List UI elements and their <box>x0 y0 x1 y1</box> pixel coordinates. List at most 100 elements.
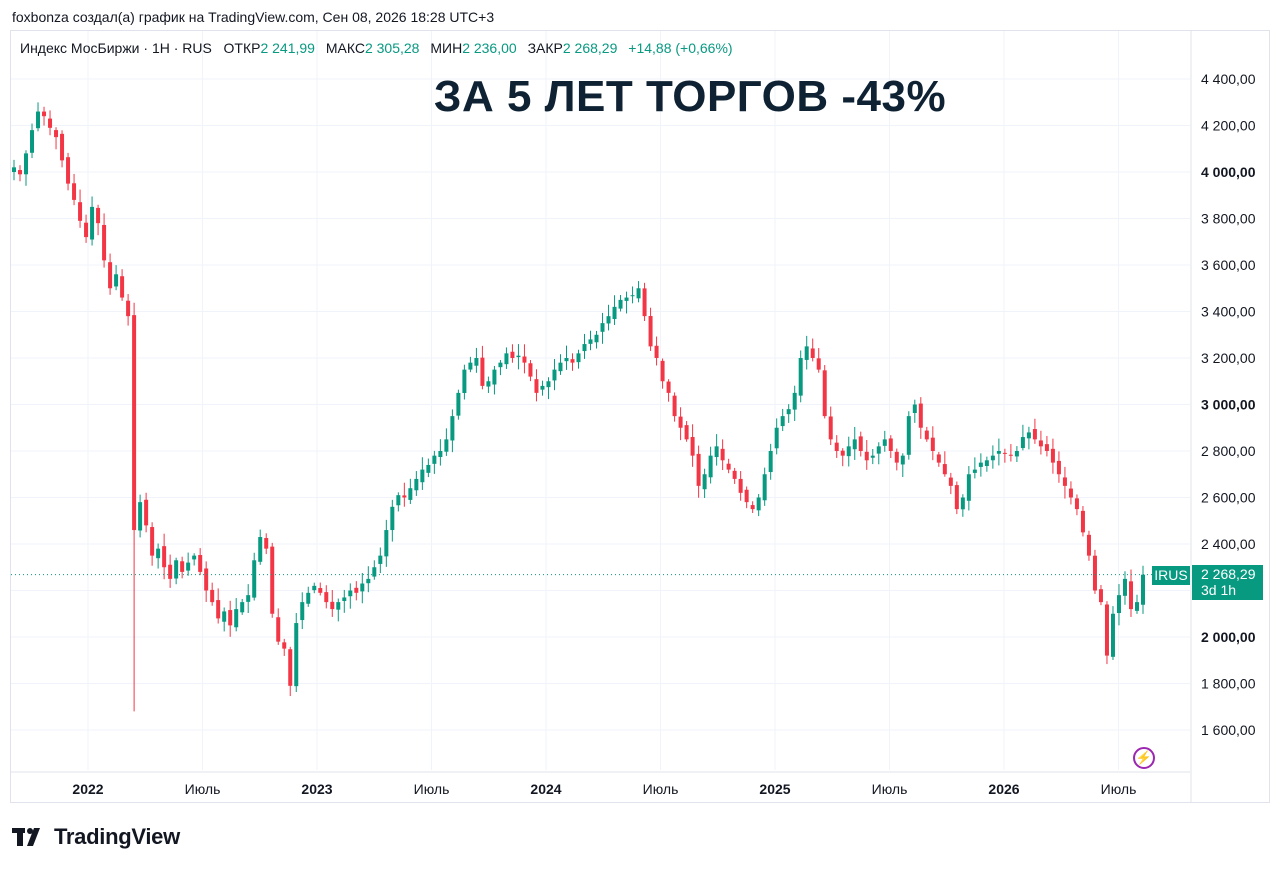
legend-high-value: 2 305,28 <box>364 40 420 56</box>
candle-body <box>276 617 281 642</box>
candle-body <box>816 358 821 370</box>
y-tick-label: 2 000,00 <box>1201 629 1256 645</box>
candle-body <box>858 436 863 451</box>
candle-body <box>408 488 413 500</box>
candle-body <box>54 130 59 138</box>
candle-body <box>822 370 827 417</box>
candle-body <box>84 222 89 238</box>
candle-body <box>168 564 173 579</box>
candle-body <box>756 497 761 511</box>
candle-body <box>1038 440 1043 447</box>
candle-body <box>258 537 263 562</box>
candle-body <box>552 369 557 381</box>
candle-body <box>240 602 245 613</box>
candle-body <box>978 462 983 467</box>
candle-body <box>864 451 869 461</box>
y-tick-label: 3 400,00 <box>1201 304 1256 320</box>
candle-body <box>1014 451 1019 457</box>
y-tick-label: 3 600,00 <box>1201 257 1256 273</box>
candle-body <box>432 455 437 464</box>
legend-close-label: ЗАКР <box>527 40 563 56</box>
candle-body <box>378 555 383 564</box>
candle-body <box>480 357 485 386</box>
candle-body <box>318 588 323 593</box>
candle-body <box>90 206 95 240</box>
candle-body <box>462 369 467 393</box>
x-tick-label: 2025 <box>759 781 790 797</box>
candle-body <box>570 359 575 363</box>
candle-body <box>216 600 221 619</box>
brand-name: TradingView <box>54 824 180 849</box>
x-tick-label: Июль <box>185 781 221 797</box>
candles <box>12 102 1145 712</box>
y-tick-label: 3 000,00 <box>1201 397 1256 413</box>
candle-body <box>954 485 959 510</box>
candle-body <box>60 133 65 161</box>
candle-body <box>1044 444 1049 451</box>
candle-body <box>222 611 227 622</box>
candle-body <box>528 363 533 377</box>
last-price-value: 2 268,29 <box>1201 566 1256 582</box>
y-tick-label: 1 800,00 <box>1201 676 1256 692</box>
candle-body <box>306 592 311 604</box>
candle-body <box>186 562 191 571</box>
candle-body <box>924 430 929 440</box>
candle-body <box>162 546 167 568</box>
candle-body <box>204 568 209 591</box>
candle-body <box>684 425 689 440</box>
candle-body <box>300 602 305 621</box>
candle-body <box>1128 581 1133 610</box>
candle-body <box>738 478 743 493</box>
candle-body <box>750 505 755 510</box>
candle-body <box>1122 578 1127 596</box>
candle-body <box>144 499 149 526</box>
candle-body <box>108 262 113 289</box>
candle-body <box>582 344 587 352</box>
y-tick-label: 2 400,00 <box>1201 536 1256 552</box>
candle-body <box>930 437 935 451</box>
candle-body <box>936 454 941 463</box>
candle-body <box>522 356 527 363</box>
legend-low-label: МИН <box>430 40 463 56</box>
candle-body <box>852 439 857 450</box>
candle-body <box>918 403 923 428</box>
candle-body <box>672 395 677 417</box>
time-axis[interactable]: 2022 Июль 2023 Июль 2024 Июль 2025 Июль 2026 Июль <box>11 771 1190 797</box>
candle-body <box>642 288 647 317</box>
candle-body <box>882 439 887 446</box>
candle-body <box>30 130 35 153</box>
legend-change: +14,88 (+0,66%) <box>628 40 733 56</box>
candle-body <box>198 555 203 572</box>
candle-body <box>174 560 179 579</box>
tradingview-logo[interactable]: TradingView <box>12 824 180 850</box>
candle-body <box>246 595 251 602</box>
candle-body <box>48 118 53 128</box>
candle-body <box>66 157 71 184</box>
candle-body <box>282 642 287 649</box>
price-axis[interactable]: 1 600,001 800,002 000,002 200,002 400,00… <box>1190 31 1256 802</box>
candle-body <box>450 416 455 441</box>
y-tick-label: 4 400,00 <box>1201 71 1256 87</box>
candle-body <box>606 316 611 324</box>
candle-body <box>72 183 77 200</box>
candle-body <box>792 392 797 410</box>
candle-body <box>1098 589 1103 603</box>
candle-body <box>384 530 389 557</box>
candle-body <box>402 495 407 498</box>
candle-body <box>348 590 353 597</box>
legend-close-value: 2 268,29 <box>562 40 618 56</box>
candle-body <box>1002 452 1007 454</box>
candle-body <box>702 474 707 490</box>
candle-body <box>498 362 503 368</box>
lightning-icon[interactable]: ⚡ <box>1133 747 1155 769</box>
candle-body <box>138 502 143 531</box>
candle-body <box>324 592 329 603</box>
candle-body <box>708 455 713 478</box>
candle-body <box>120 276 125 298</box>
candle-body <box>840 450 845 456</box>
chart-frame <box>10 30 1270 803</box>
candle-body <box>492 369 497 385</box>
candle-body <box>732 470 737 479</box>
chart-credit: foxbonza создал(а) график на TradingView… <box>12 9 495 25</box>
